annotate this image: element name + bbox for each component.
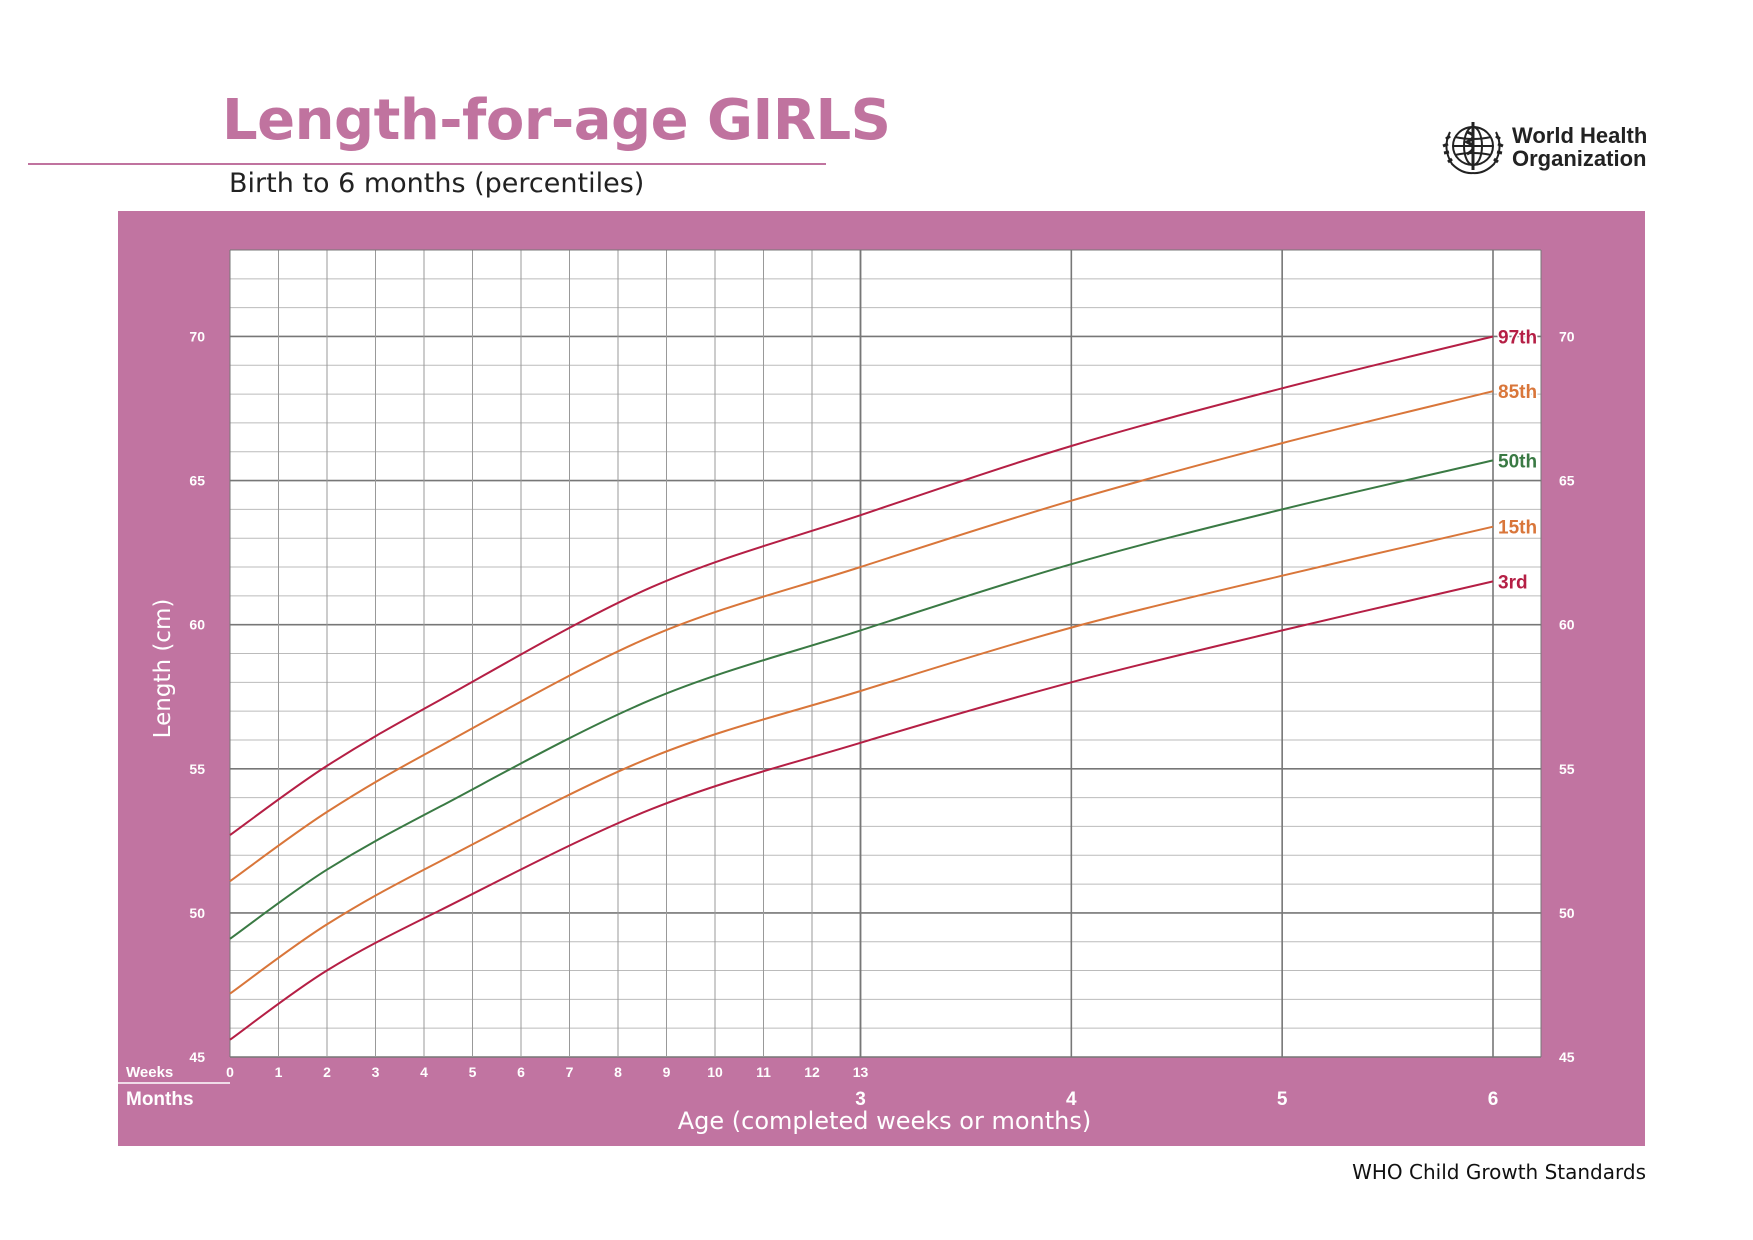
- y-tick-label-left: 70: [189, 328, 205, 344]
- months-row-label: Months: [126, 1089, 194, 1110]
- x-tick-label-week: 13: [853, 1064, 869, 1080]
- organization-name: World Health Organization: [1512, 124, 1647, 170]
- x-tick-label-week: 12: [804, 1064, 820, 1080]
- footer-source: WHO Child Growth Standards: [1352, 1160, 1646, 1184]
- percentile-label-3rd: 3rd: [1498, 572, 1528, 593]
- x-tick-label-week: 6: [517, 1064, 525, 1080]
- page-title: Length-for-age GIRLS: [222, 88, 891, 153]
- x-axis-title: Age (completed weeks or months): [678, 1107, 1092, 1135]
- y-tick-label-right: 70: [1559, 328, 1575, 344]
- percentile-label-97th: 97th: [1498, 327, 1537, 348]
- x-tick-label-week: 5: [469, 1064, 477, 1080]
- y-tick-label-right: 45: [1559, 1049, 1575, 1065]
- y-tick-label-left: 55: [189, 761, 205, 777]
- percentile-curve-97th: [229, 335, 1494, 836]
- x-tick-label-month: 3: [855, 1089, 866, 1110]
- percentile-curve-3rd: [229, 580, 1494, 1041]
- percentile-label-15th: 15th: [1498, 518, 1537, 539]
- x-tick-label-week: 11: [756, 1064, 771, 1080]
- y-tick-label-left: 50: [189, 905, 205, 921]
- x-tick-label-week: 9: [663, 1064, 671, 1080]
- y-tick-label-right: 55: [1559, 761, 1575, 777]
- y-tick-label-right: 65: [1559, 473, 1575, 489]
- x-tick-label-week: 1: [275, 1064, 283, 1080]
- percentile-label-85th: 85th: [1498, 382, 1537, 403]
- x-tick-label-month: 6: [1488, 1089, 1499, 1110]
- y-tick-label-right: 50: [1559, 905, 1575, 921]
- x-tick-label-week: 2: [323, 1064, 331, 1080]
- x-tick-label-week: 0: [226, 1064, 234, 1080]
- organization-name-line2: Organization: [1512, 146, 1647, 171]
- organization-name-line1: World Health: [1512, 123, 1648, 148]
- x-tick-label-week: 10: [707, 1064, 723, 1080]
- x-tick-label-week: 3: [372, 1064, 380, 1080]
- percentile-curve-15th: [229, 525, 1494, 995]
- weeks-row-label: Weeks: [126, 1064, 173, 1081]
- percentile-curve-85th: [229, 390, 1494, 883]
- y-tick-label-left: 65: [189, 473, 205, 489]
- y-tick-label-left: 45: [189, 1049, 205, 1065]
- x-tick-label-month: 4: [1066, 1089, 1077, 1110]
- x-tick-label-week: 8: [614, 1064, 622, 1080]
- y-tick-label-left: 60: [189, 617, 205, 633]
- x-tick-label-week: 4: [420, 1064, 428, 1080]
- x-tick-label-month: 5: [1277, 1089, 1288, 1110]
- y-axis-title: Length (cm): [150, 599, 176, 739]
- y-tick-label-right: 60: [1559, 617, 1575, 633]
- percentile-curve-50th: [229, 459, 1494, 940]
- page-subtitle: Birth to 6 months (percentiles): [229, 168, 645, 199]
- x-tick-label-week: 7: [566, 1064, 574, 1080]
- who-emblem-icon: [1442, 122, 1504, 175]
- percentile-label-50th: 50th: [1498, 451, 1537, 472]
- title-divider: [28, 163, 826, 165]
- chart-frame: 45 45 50 50 55 55 60 60 65 65 70 70 0 1 2 3 4 5 6 7 8 9 10 11 12…: [118, 211, 1645, 1146]
